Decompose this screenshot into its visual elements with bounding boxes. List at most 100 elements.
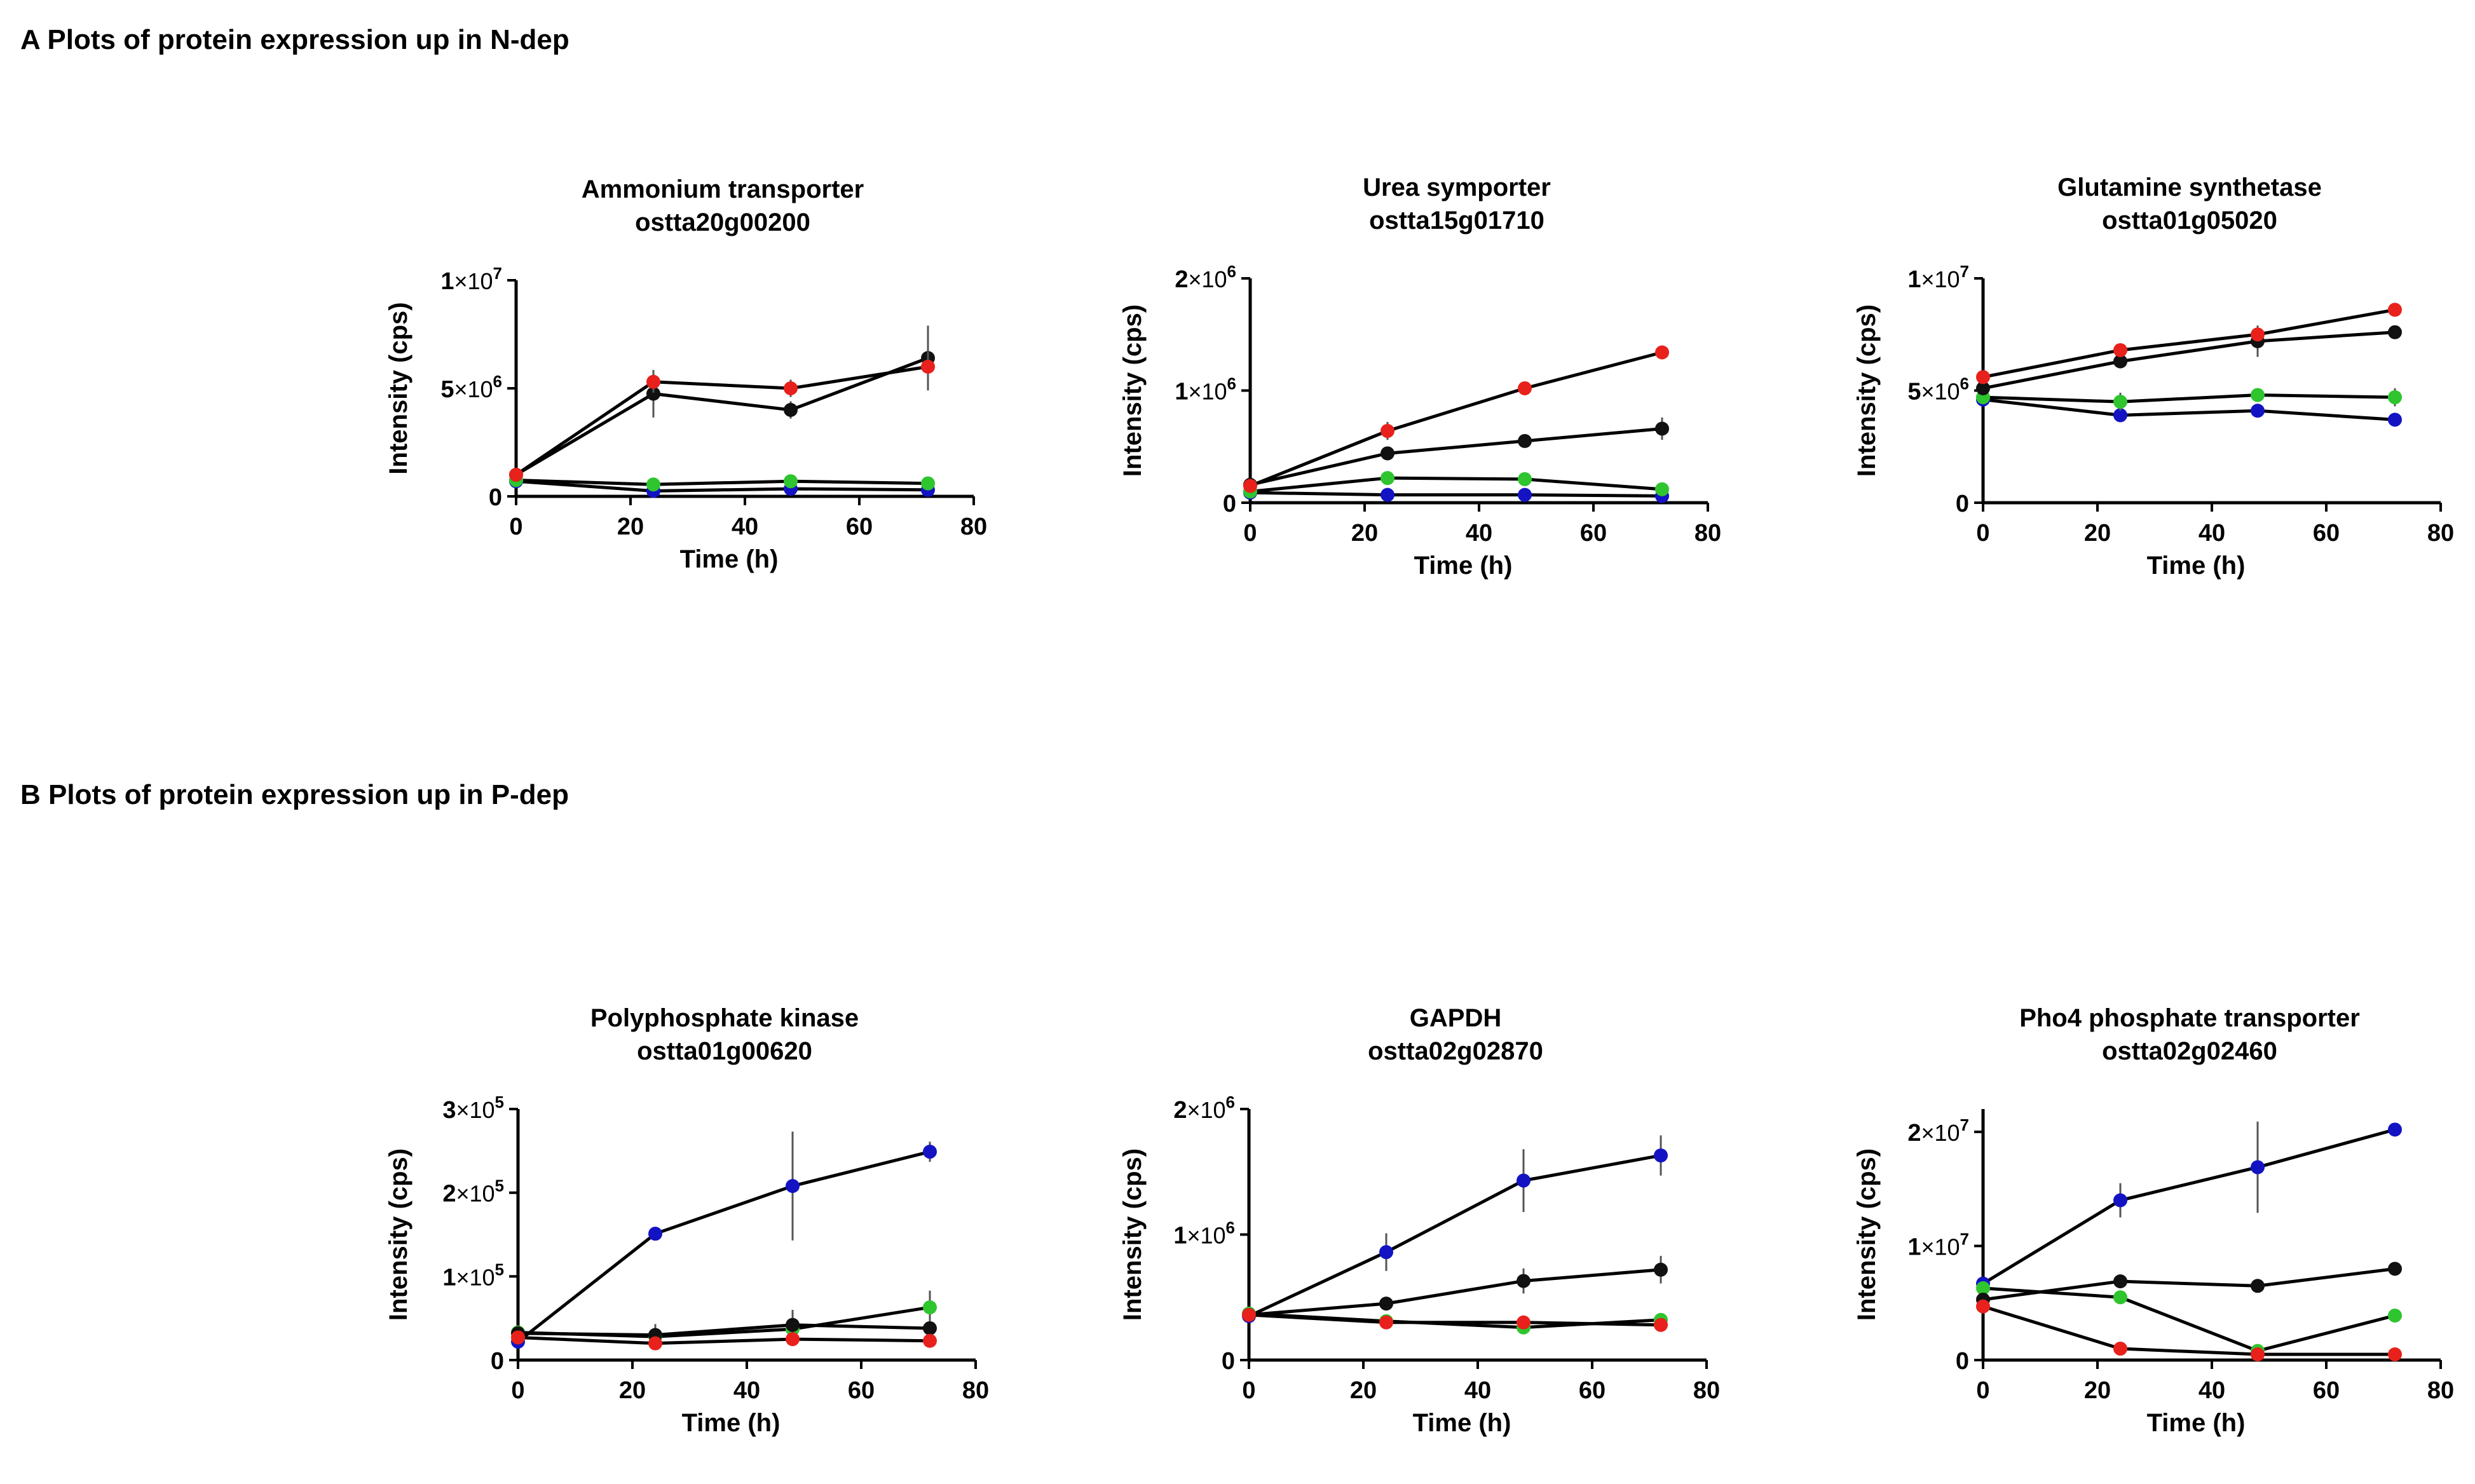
data-point-red (1242, 1307, 1256, 1322)
data-point-green (2251, 388, 2265, 402)
chart-pho4-phosphate-transporter: Pho4 phosphate transporter ostta02g02460 0… (1853, 1004, 2454, 1437)
series-line-blue (1248, 1154, 1661, 1318)
data-point-blue (1517, 1173, 1531, 1188)
y-tick-label: 0 (1956, 491, 1969, 517)
x-tick-label: 80 (1694, 520, 1721, 547)
series-green (1976, 388, 2402, 411)
series-red (511, 1330, 937, 1351)
series-line-blue (515, 479, 929, 493)
data-point-red (921, 360, 935, 374)
x-tick-label: 40 (2199, 1377, 2225, 1404)
series-line-green (1982, 1286, 2396, 1353)
data-point-blue (2251, 1160, 2265, 1174)
x-tick-label: 20 (617, 514, 644, 540)
series-line-black (1248, 1268, 1661, 1317)
y-tick-exponent: 7 (493, 264, 502, 283)
data-point-black (2251, 1279, 2265, 1293)
y-tick-exponent: 6 (1227, 374, 1236, 393)
x-tick-label: 60 (848, 1377, 875, 1404)
x-tick-label: 0 (1242, 1377, 1255, 1404)
x-tick-label: 20 (2084, 520, 2111, 547)
chart-title: Polyphosphate kinase (590, 1004, 859, 1032)
y-tick-mantissa: 0 (1222, 1348, 1235, 1375)
x-tick-label: 80 (960, 514, 987, 540)
data-point-black (1654, 1262, 1668, 1277)
x-tick-label: 40 (2199, 520, 2225, 547)
series-black (511, 1310, 937, 1342)
data-point-black (1517, 1274, 1531, 1288)
series-line-black (517, 1323, 931, 1337)
y-tick-times: ×10 (1187, 1097, 1225, 1123)
chart-title: Pho4 phosphate transporter (2019, 1004, 2360, 1032)
y-tick-times: ×10 (1921, 379, 1960, 405)
x-tick-label: 0 (509, 514, 522, 540)
series-line-blue (1982, 1127, 2396, 1285)
data-point-blue (2388, 1122, 2402, 1137)
x-tick-label: 0 (1976, 520, 1989, 547)
data-point-blue (2388, 412, 2402, 427)
y-tick-mantissa: 5 (440, 376, 454, 403)
y-axis-label: Intensity (cps) (385, 1148, 412, 1321)
y-tick-exponent: 5 (495, 1093, 504, 1112)
y-tick-mantissa: 1 (440, 268, 454, 295)
y-tick-mantissa: 3 (442, 1097, 456, 1124)
x-tick-label: 40 (732, 514, 758, 540)
y-tick-label: 1×107 (1907, 262, 1969, 293)
y-tick-exponent: 6 (1227, 262, 1236, 281)
x-tick-label: 20 (619, 1377, 646, 1404)
x-tick-label: 40 (733, 1377, 760, 1404)
data-point-black (2388, 325, 2402, 339)
data-point-red (511, 1330, 525, 1345)
series-black (509, 325, 935, 482)
y-tick-label: 5×106 (440, 372, 502, 403)
series-line-black (1982, 330, 2396, 390)
y-tick-mantissa: 1 (1173, 1223, 1187, 1249)
y-tick-label: 1×105 (442, 1260, 504, 1291)
series-red (509, 351, 935, 482)
data-point-black (1518, 433, 1532, 448)
series-black (1243, 417, 1669, 492)
y-tick-label: 0 (491, 1348, 504, 1375)
chart-title: Urea symporter (1363, 174, 1551, 201)
data-point-black (1655, 421, 1669, 436)
y-tick-exponent: 5 (495, 1176, 504, 1195)
y-axis-label: Intensity (cps) (1853, 1148, 1881, 1321)
y-tick-label: 3×105 (442, 1093, 504, 1124)
data-point-black (1381, 446, 1394, 461)
data-point-black (1379, 1297, 1393, 1311)
x-tick-label: 60 (2313, 520, 2340, 547)
data-point-blue (1518, 487, 1532, 502)
data-point-red (1379, 1315, 1393, 1330)
y-tick-mantissa: 5 (1907, 379, 1921, 405)
series-line-green (517, 1305, 931, 1338)
y-tick-label: 5×106 (1907, 374, 1969, 405)
y-tick-exponent: 6 (1226, 1093, 1235, 1112)
y-tick-label: 0 (489, 484, 502, 511)
x-tick-label: 80 (962, 1377, 989, 1404)
y-tick-mantissa: 2 (1907, 1120, 1921, 1147)
series-red (1243, 345, 1669, 493)
series-blue (1242, 1135, 1668, 1323)
data-point-red (1518, 381, 1532, 395)
x-tick-label: 20 (1350, 1377, 1377, 1404)
x-tick-label: 60 (1579, 1377, 1606, 1404)
series-line-blue (517, 1150, 931, 1343)
series-blue (509, 474, 935, 498)
x-tick-label: 40 (1466, 520, 1492, 547)
y-tick-mantissa: 0 (1223, 491, 1236, 517)
data-point-green (921, 476, 935, 491)
data-point-black (784, 403, 798, 417)
chart-subtitle: ostta01g05020 (2102, 207, 2277, 235)
data-point-red (2388, 1347, 2402, 1362)
x-axis-label: Time (h) (2147, 552, 2246, 580)
y-tick-label: 2×107 (1907, 1115, 1969, 1147)
section-a-title: A Plots of protein expression up in N-de… (20, 24, 569, 55)
series-blue (1976, 1121, 2402, 1291)
data-point-green (2388, 1308, 2402, 1323)
y-tick-times: ×10 (456, 1181, 494, 1207)
y-axis-label: Intensity (cps) (1853, 304, 1881, 477)
